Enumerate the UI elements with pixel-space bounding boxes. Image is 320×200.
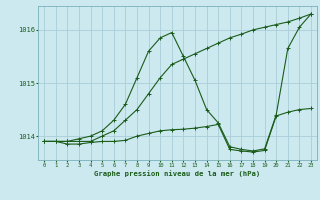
X-axis label: Graphe pression niveau de la mer (hPa): Graphe pression niveau de la mer (hPa) bbox=[94, 171, 261, 177]
